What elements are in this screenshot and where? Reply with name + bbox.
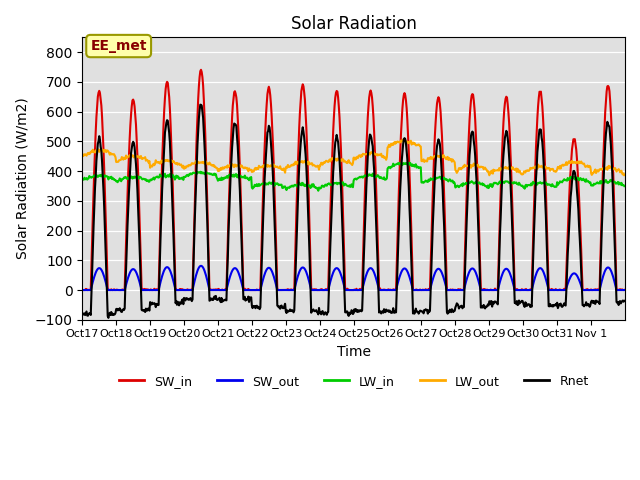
LW_out bbox=[289, 163, 297, 168]
Rnet bbox=[441, 243, 449, 249]
Line: LW_out: LW_out bbox=[83, 140, 624, 175]
SW_out bbox=[410, 287, 417, 293]
LW_in bbox=[403, 160, 411, 166]
Y-axis label: Solar Radiation (W/m2): Solar Radiation (W/m2) bbox=[15, 97, 29, 259]
Line: LW_in: LW_in bbox=[83, 163, 624, 191]
LW_out bbox=[620, 172, 628, 178]
Rnet bbox=[143, 308, 150, 313]
Title: Solar Radiation: Solar Radiation bbox=[291, 15, 417, 33]
SW_out bbox=[243, 287, 250, 293]
SW_in bbox=[197, 67, 205, 72]
SW_in bbox=[270, 164, 278, 169]
LW_in bbox=[620, 183, 628, 189]
Legend: SW_in, SW_out, LW_in, LW_out, Rnet: SW_in, SW_out, LW_in, LW_out, Rnet bbox=[114, 370, 594, 393]
LW_in bbox=[79, 177, 86, 182]
SW_in bbox=[441, 213, 449, 219]
SW_out bbox=[79, 287, 86, 293]
SW_in bbox=[291, 287, 298, 293]
Rnet bbox=[620, 298, 628, 304]
SW_out bbox=[290, 287, 298, 293]
Rnet bbox=[79, 310, 86, 316]
LW_out bbox=[242, 165, 250, 170]
SW_out bbox=[197, 263, 205, 269]
SW_out bbox=[440, 276, 448, 282]
SW_in bbox=[620, 287, 628, 293]
Line: SW_out: SW_out bbox=[83, 266, 624, 290]
SW_in bbox=[143, 287, 150, 292]
LW_in bbox=[411, 164, 419, 169]
LW_out bbox=[440, 154, 448, 159]
LW_out bbox=[142, 158, 150, 164]
Rnet bbox=[243, 297, 251, 302]
Rnet bbox=[291, 308, 298, 313]
LW_in bbox=[142, 176, 150, 182]
LW_in bbox=[289, 183, 297, 189]
Line: SW_in: SW_in bbox=[83, 70, 624, 290]
Rnet bbox=[104, 315, 112, 321]
Line: Rnet: Rnet bbox=[83, 105, 624, 318]
SW_in bbox=[243, 287, 251, 293]
Rnet bbox=[196, 102, 204, 108]
LW_in bbox=[441, 176, 449, 182]
LW_in bbox=[314, 188, 322, 193]
LW_in bbox=[269, 180, 276, 185]
LW_out bbox=[410, 141, 417, 147]
LW_out bbox=[79, 154, 86, 159]
LW_out bbox=[399, 137, 407, 143]
SW_in bbox=[79, 287, 87, 293]
SW_out bbox=[142, 287, 150, 293]
X-axis label: Time: Time bbox=[337, 345, 371, 359]
LW_out bbox=[486, 172, 493, 178]
SW_in bbox=[411, 287, 419, 293]
Rnet bbox=[411, 311, 419, 316]
SW_out bbox=[620, 287, 628, 293]
SW_out bbox=[269, 271, 277, 277]
LW_out bbox=[269, 163, 276, 169]
Text: EE_met: EE_met bbox=[90, 39, 147, 53]
SW_in bbox=[79, 287, 86, 293]
Rnet bbox=[270, 196, 278, 202]
LW_in bbox=[242, 175, 250, 181]
